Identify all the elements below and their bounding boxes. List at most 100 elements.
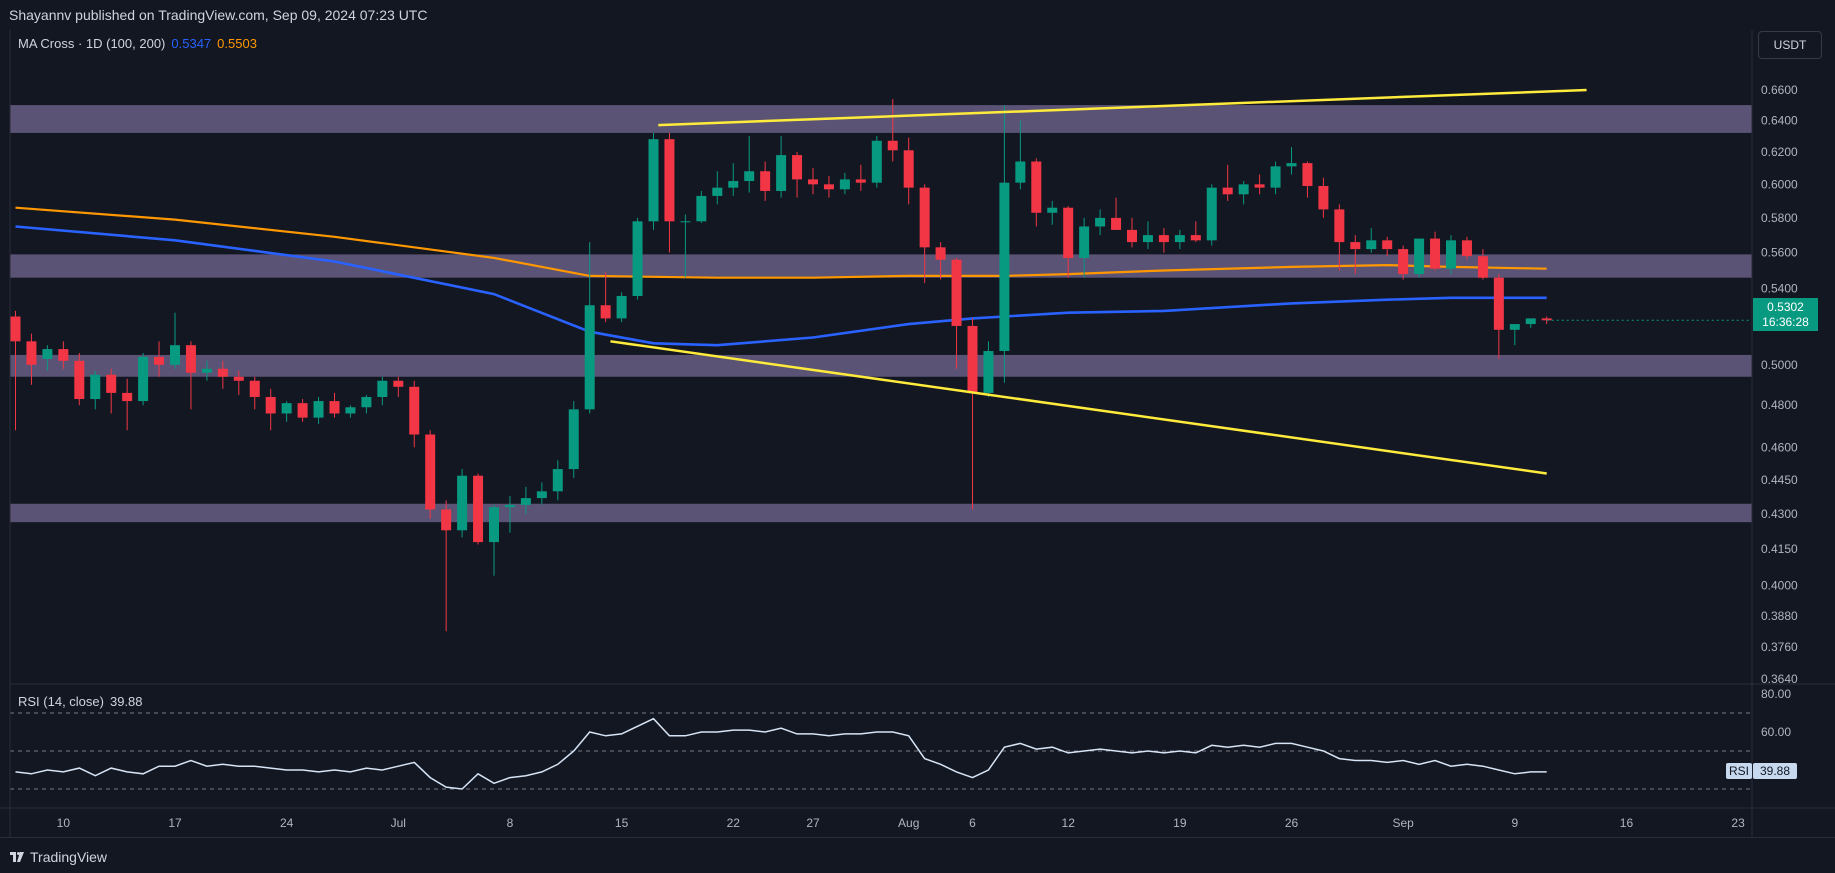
candle-body xyxy=(887,140,898,151)
time-tick-label: 17 xyxy=(168,816,182,830)
candle-body xyxy=(983,351,994,393)
price-tick-label: 0.4600 xyxy=(1761,440,1798,454)
candle-body xyxy=(345,407,356,414)
candle-body xyxy=(823,184,834,190)
candle-body xyxy=(1079,226,1090,258)
candle-body xyxy=(1063,207,1074,258)
candle-body xyxy=(680,221,691,223)
candle-body xyxy=(409,386,420,435)
price-tick-label: 0.5600 xyxy=(1761,246,1798,260)
price-tick-label: 0.5000 xyxy=(1761,358,1798,372)
candle-body xyxy=(313,401,324,418)
candle-body xyxy=(1286,163,1297,167)
candle-body xyxy=(1270,166,1281,188)
last-price-badge: 0.5302 16:36:28 xyxy=(1753,298,1818,331)
candle-body xyxy=(42,349,53,359)
time-tick-label: Sep xyxy=(1392,816,1414,830)
candle-body xyxy=(233,376,244,381)
candle-body xyxy=(792,155,803,180)
candle-body xyxy=(377,380,388,397)
candle-body xyxy=(1142,235,1153,243)
candle-body xyxy=(1206,187,1217,241)
tradingview-logo-icon xyxy=(10,852,24,862)
rsi-tick-label: 80.00 xyxy=(1761,687,1791,701)
price-tick-label: 0.4150 xyxy=(1761,542,1798,556)
price-tick-label: 0.3880 xyxy=(1761,609,1798,623)
candle-body xyxy=(1174,235,1185,243)
candle-body xyxy=(1493,277,1504,330)
sr-zone xyxy=(10,354,1752,377)
chart-canvas[interactable]: 0.6600 0.6400 0.6200 0.6000 0.5800 0.5600 0.54… xyxy=(0,30,1835,837)
sr-zone xyxy=(10,254,1752,278)
candle-body xyxy=(568,409,579,470)
publisher-info: Shayannv published on TradingView.com, S… xyxy=(9,7,428,23)
candle-body xyxy=(632,221,643,296)
rsi-legend[interactable]: RSI (14, close) 39.88 xyxy=(18,694,143,709)
currency-button[interactable]: USDT xyxy=(1758,31,1822,59)
time-tick-label: 22 xyxy=(727,816,741,830)
candle-body xyxy=(712,187,723,196)
indicator-legend[interactable]: MA Cross · 1D (100, 200) 0.5347 0.5503 xyxy=(18,36,257,51)
candle-body xyxy=(26,341,37,365)
last-price: 0.5302 xyxy=(1767,300,1804,314)
candle-body xyxy=(1127,229,1137,243)
candle-body xyxy=(1430,238,1441,269)
candle-body xyxy=(1095,217,1106,227)
ma100-line xyxy=(15,225,1547,347)
price-tick-label: 0.6200 xyxy=(1761,145,1798,159)
candle-body xyxy=(1238,184,1249,195)
candle-body xyxy=(1525,318,1536,325)
time-tick-label: 26 xyxy=(1285,816,1299,830)
candle-body xyxy=(1015,161,1026,183)
candle-body xyxy=(903,150,914,188)
ma200-value: 0.5503 xyxy=(217,36,257,51)
candle-body xyxy=(1414,238,1425,275)
candle-body xyxy=(58,349,69,361)
candle-body xyxy=(744,171,755,182)
candle-body xyxy=(1111,217,1122,230)
rsi-line xyxy=(15,717,1547,790)
candle-body xyxy=(170,345,180,365)
candle-body xyxy=(1254,184,1265,188)
candle-body xyxy=(1541,318,1552,321)
candle-body xyxy=(1190,235,1201,241)
rsi-value: 39.88 xyxy=(109,694,143,709)
time-tick-label: 9 xyxy=(1511,816,1518,830)
time-tick-label: 8 xyxy=(507,816,514,830)
candle-body xyxy=(648,139,659,222)
time-tick-label: 10 xyxy=(57,816,71,830)
candle-body xyxy=(776,155,787,191)
price-tick-label: 0.6600 xyxy=(1761,83,1798,97)
candle-body xyxy=(281,403,292,414)
candle-body xyxy=(1509,324,1520,330)
price-tick-label: 0.4450 xyxy=(1761,473,1798,487)
candle-body xyxy=(919,187,930,248)
time-tick-label: 6 xyxy=(969,816,976,830)
time-tick-label: 19 xyxy=(1173,816,1187,830)
candle-body xyxy=(425,434,436,510)
candle-body xyxy=(1350,242,1361,250)
upper-trendline xyxy=(658,88,1587,127)
tradingview-logo[interactable]: TradingView xyxy=(10,849,107,865)
chart-area[interactable]: 0.6600 0.6400 0.6200 0.6000 0.5800 0.5600 0.54… xyxy=(0,30,1835,837)
candle-body xyxy=(1302,163,1313,186)
candle-body xyxy=(473,475,484,543)
candle-body xyxy=(90,374,101,400)
candle-body xyxy=(760,171,771,191)
lower-trendline xyxy=(610,340,1547,475)
rsi-name: RSI (14, close) xyxy=(18,694,104,709)
candle-body xyxy=(808,179,818,185)
price-tick-label: 0.3640 xyxy=(1761,672,1798,686)
candle-body xyxy=(839,179,850,190)
candle-body xyxy=(1398,249,1409,275)
rsi-badge-value: 39.88 xyxy=(1753,763,1797,779)
sr-zone xyxy=(10,105,1752,133)
indicator-name: MA Cross · 1D (100, 200) xyxy=(18,36,166,51)
candle-body xyxy=(616,295,627,319)
candle-body xyxy=(1031,161,1042,213)
candle-body xyxy=(584,305,595,410)
candle-body xyxy=(1334,209,1345,243)
tradingview-logo-text: TradingView xyxy=(30,849,108,865)
candle-body xyxy=(106,374,117,393)
time-tick-label: 27 xyxy=(806,816,820,830)
